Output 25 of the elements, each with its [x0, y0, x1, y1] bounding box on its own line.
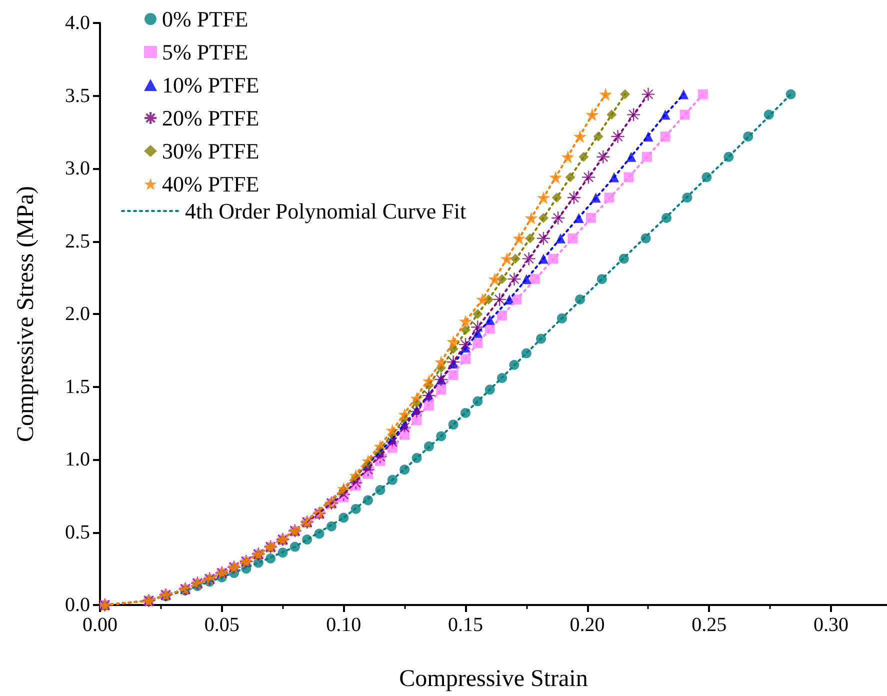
legend-label: 30% PTFE: [162, 138, 260, 164]
y-tick-label: 1.0: [65, 448, 90, 470]
x-tick-label: 0.20: [570, 614, 605, 636]
y-tick-label: 2.5: [65, 230, 90, 252]
y-tick-label: 4.0: [65, 12, 90, 34]
legend-label: 40% PTFE: [162, 172, 260, 196]
y-tick-label: 0.5: [65, 521, 90, 544]
x-tick-label: 0.25: [692, 614, 727, 636]
y-tick-label: 2.0: [65, 303, 90, 325]
y-axis-title: Compressive Stress (MPa): [13, 186, 39, 442]
legend-label: 0% PTFE: [162, 6, 248, 32]
x-axis-title: Compressive Strain: [399, 666, 588, 692]
x-tick-label: 0.10: [326, 614, 362, 636]
legend-label: 5% PTFE: [162, 40, 248, 64]
legend-label: 20% PTFE: [162, 106, 260, 130]
x-tick-label: 0.30: [813, 614, 848, 636]
y-tick-label: 3.0: [65, 158, 90, 180]
x-tick-label: 0.15: [448, 614, 483, 636]
y-tick-label: 0.0: [65, 594, 90, 616]
legend-label: 10% PTFE: [162, 72, 260, 98]
x-tick-label: 0.05: [204, 614, 240, 636]
x-tick-label: 0.00: [82, 614, 118, 636]
y-tick-label: 1.5: [65, 376, 90, 398]
legend-label: 4th Order Polynomial Curve Fit: [185, 198, 466, 224]
y-tick-label: 3.5: [65, 84, 90, 107]
